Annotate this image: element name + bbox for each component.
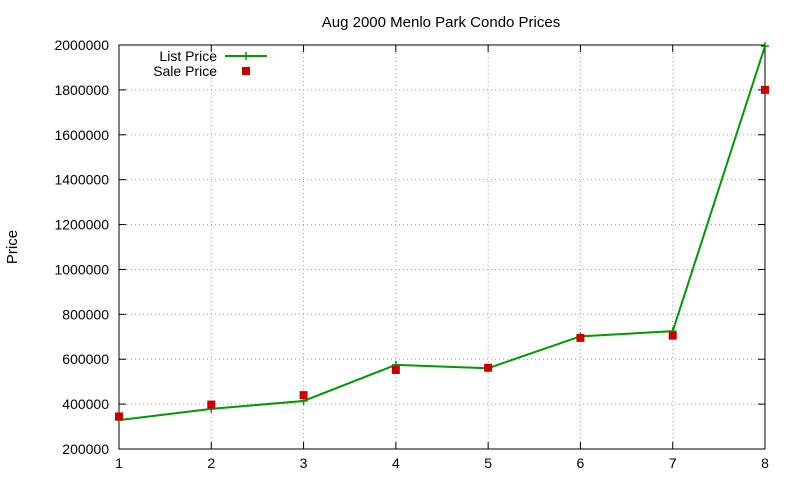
y-axis-label: Price [4, 230, 21, 264]
sale-price-point [761, 85, 769, 94]
y-tick-label: 800000 [62, 306, 109, 322]
list-price-point [761, 42, 769, 51]
y-tick-label: 200000 [62, 441, 109, 457]
y-tick-label: 1600000 [54, 127, 109, 143]
sale-price-point [391, 365, 400, 374]
grid-layer [119, 45, 765, 449]
sale-price-point [576, 333, 585, 342]
legend-swatch-marker [242, 67, 250, 75]
x-tick-label: 8 [761, 455, 769, 471]
x-tick-label: 7 [669, 455, 677, 471]
x-tick-label: 2 [207, 455, 215, 471]
y-tick-label: 400000 [62, 396, 109, 412]
sale-price-point [115, 412, 123, 421]
y-tick-label: 1200000 [54, 217, 109, 233]
series-layer [115, 42, 769, 425]
sale-price-point [668, 331, 677, 340]
y-tick-label: 1400000 [54, 172, 109, 188]
sale-price-point [207, 400, 216, 409]
x-tick-label: 4 [392, 455, 400, 471]
y-tick-label: 1000000 [54, 261, 109, 277]
legend-label: List Price [159, 48, 217, 64]
x-tick-label: 1 [115, 455, 123, 471]
x-tick-label: 6 [577, 455, 585, 471]
legend-swatch-marker [242, 52, 250, 60]
y-tick-label: 2000000 [54, 37, 109, 53]
list-price-line [118, 45, 766, 422]
chart-title: Aug 2000 Menlo Park Condo Prices [322, 14, 560, 31]
sale-price-point [299, 391, 308, 400]
sale-price-point [484, 363, 493, 372]
tick-layer: 2000004000006000008000001000000120000014… [54, 37, 769, 471]
legend-label: Sale Price [153, 63, 217, 79]
y-tick-label: 1800000 [54, 82, 109, 98]
y-tick-label: 600000 [62, 351, 109, 367]
plot-frame [118, 44, 766, 450]
x-tick-label: 5 [484, 455, 492, 471]
x-tick-label: 3 [300, 455, 308, 471]
